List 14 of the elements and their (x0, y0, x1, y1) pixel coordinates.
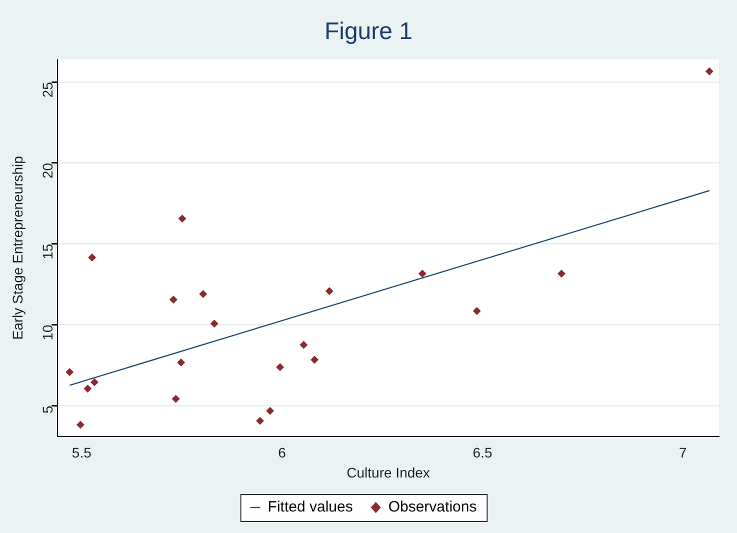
y-tick-label: 20 (39, 162, 56, 179)
x-tick-label: 7 (679, 444, 688, 461)
y-tick-label: 10 (39, 324, 56, 340)
y-tick-label: 15 (39, 244, 56, 260)
x-tick-label: 5.5 (72, 444, 92, 461)
legend-label: Fitted values (268, 498, 353, 516)
legend-label: Observations (388, 498, 477, 516)
y-tick-label: 5 (39, 405, 56, 414)
y-tick-label: 25 (39, 82, 56, 98)
x-tick-label: 6.5 (472, 444, 492, 461)
y-axis-title: Early Stage Entrepreneurship (9, 156, 26, 340)
x-axis-title: Culture Index (346, 464, 430, 480)
x-tick-label: 6 (278, 444, 286, 461)
chart-title: Figure 1 (323, 18, 414, 46)
